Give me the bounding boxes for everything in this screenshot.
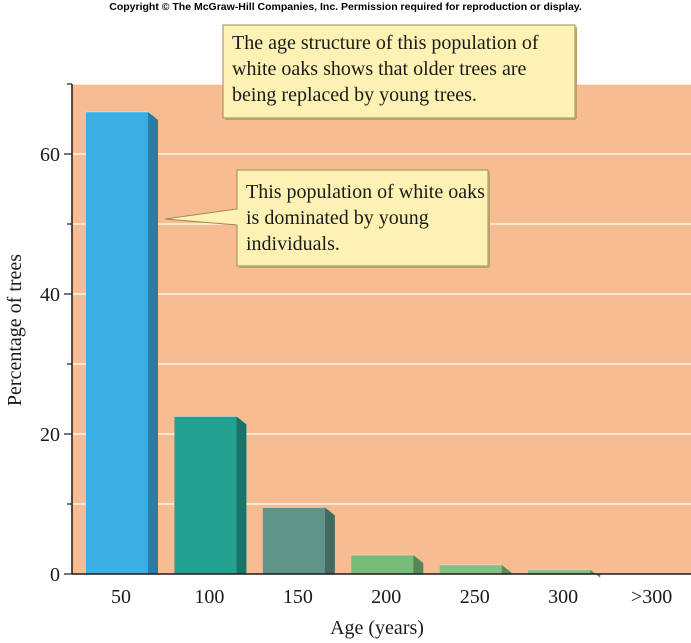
plot-background [72,84,691,574]
bar-side [148,112,158,574]
x-tick-label: 50 [111,586,131,608]
bar-150 [262,507,335,574]
bar-side [324,507,335,574]
bar-50 [86,111,158,574]
callout-top-box [222,24,577,120]
x-tick-label: 250 [460,586,490,608]
callout-age-structure: The age structure of this population of … [232,32,539,106]
y-axis-label: Percentage of trees [4,254,26,406]
x-axis: 50 100 150 200 250 300 >300 [72,573,691,608]
x-tick-label: 200 [371,586,401,608]
bar-front [528,569,591,574]
callout-mid-box [164,169,490,268]
bar-side-shade [324,507,335,574]
bar-front [439,564,502,574]
callout-young-dominated: This population of white oaks is dominat… [246,181,485,255]
bar-front [86,112,148,574]
bar-side [501,564,512,574]
y-tick-label: 20 [40,424,60,446]
x-tick-label: 150 [283,586,313,608]
bar-side-shade [236,416,247,574]
x-tick-label: 300 [548,586,578,608]
bar-front [351,555,414,574]
bar-side [236,416,247,574]
bar-side [413,555,424,574]
x-tick-label: >300 [631,586,672,608]
bar-side-shade [413,555,424,574]
y-tick-label: 40 [40,284,60,306]
copyright-notice: Copyright © The McGraw-Hill Companies, I… [109,1,582,13]
y-axis: 0 20 40 60 [40,83,73,586]
bar-front [262,507,325,574]
bar-side-shade [501,564,512,574]
x-tick-label: 100 [194,586,224,608]
y-tick-label: 60 [40,144,60,166]
x-axis-label: Age (years) [330,617,424,639]
bar-200 [351,554,424,574]
bar-100 [174,416,247,574]
bar-front [174,416,237,574]
bar-250 [439,564,512,574]
y-tick-label: 0 [50,564,60,586]
bar-side-shade [148,112,158,574]
bars [86,111,601,578]
